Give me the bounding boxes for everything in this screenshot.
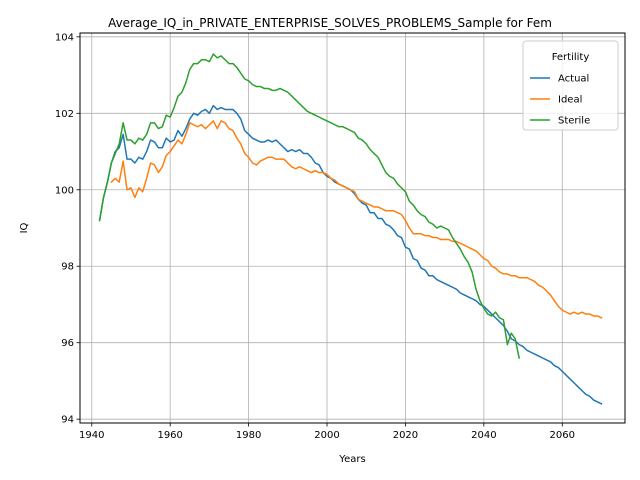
y-axis: 94 96 98 100 102 104 <box>55 32 80 426</box>
x-tick-label: 1980 <box>236 430 261 441</box>
x-tick-label: 1940 <box>79 430 104 441</box>
grid-lines <box>80 33 625 423</box>
y-axis-label: IQ <box>19 222 30 233</box>
x-tick-label: 2000 <box>314 430 339 441</box>
y-tick-label: 96 <box>61 338 74 349</box>
legend-box <box>522 40 619 131</box>
plot-frame <box>79 32 626 424</box>
legend: Fertility Actual Ideal Sterile <box>522 40 619 131</box>
legend-label-sterile: Sterile <box>558 116 590 127</box>
chart-title: Average_IQ_in_PRIVATE_ENTERPRISE_SOLVES_… <box>108 16 552 30</box>
x-tick-label: 1960 <box>157 430 182 441</box>
legend-label-ideal: Ideal <box>558 95 582 106</box>
x-axis-label: Years <box>338 454 365 465</box>
x-axis: 1940 1960 1980 2000 2020 2040 2060 <box>79 423 575 441</box>
legend-items: Actual Ideal Sterile <box>530 74 590 127</box>
x-tick-label: 2020 <box>393 430 418 441</box>
y-tick-label: 94 <box>61 415 74 426</box>
x-tick-label: 2040 <box>471 430 496 441</box>
legend-label-actual: Actual <box>558 74 589 85</box>
series-layer <box>98 53 603 405</box>
series-line-ideal <box>110 120 603 319</box>
legend-title: Fertility <box>552 52 590 63</box>
series-line-sterile <box>98 53 521 359</box>
y-tick-label: 98 <box>61 262 74 273</box>
y-tick-label: 104 <box>55 32 74 43</box>
y-tick-label: 102 <box>55 109 74 120</box>
x-tick-label: 2060 <box>550 430 575 441</box>
y-tick-label: 100 <box>55 185 74 196</box>
